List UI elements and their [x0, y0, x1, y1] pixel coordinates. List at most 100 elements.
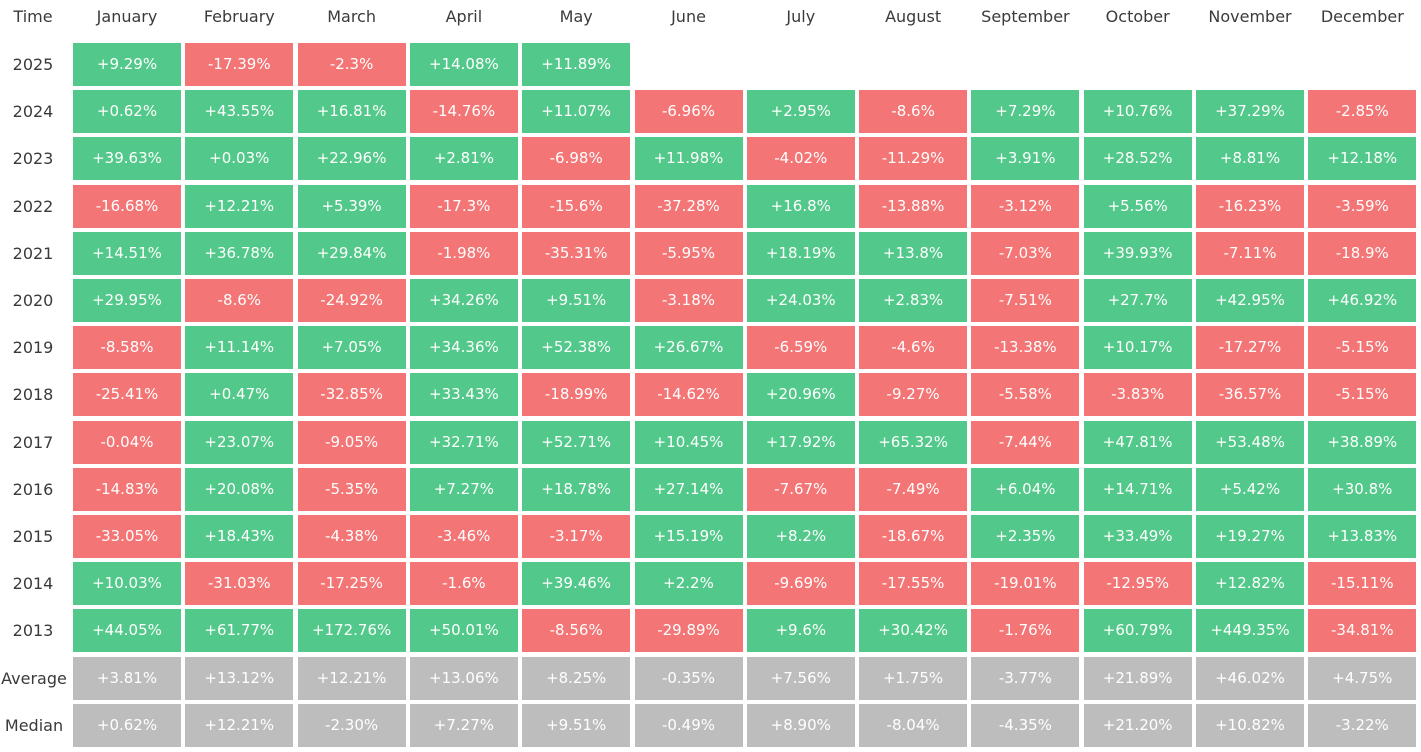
- year-label: 2023: [12, 149, 54, 169]
- return-cell: +52.38%: [522, 326, 631, 370]
- return-cell: +12.21%: [185, 184, 294, 228]
- return-cell: -9.05%: [297, 420, 406, 464]
- return-cell: +3.91%: [971, 137, 1080, 181]
- return-cell: -4.02%: [746, 137, 855, 181]
- return-cell: +33.43%: [409, 373, 518, 417]
- return-cell: +10.17%: [1083, 326, 1192, 370]
- return-cell: +22.96%: [297, 137, 406, 181]
- return-cell: +14.71%: [1083, 467, 1192, 511]
- return-cell: +26.67%: [634, 326, 743, 370]
- summary-cell: +0.62%: [73, 703, 181, 747]
- return-cell: -5.15%: [1308, 373, 1417, 417]
- month-header: September: [981, 7, 1070, 26]
- return-cell: -16.23%: [1196, 184, 1304, 228]
- return-cell: -1.98%: [409, 231, 518, 275]
- return-cell: +37.29%: [1196, 90, 1304, 134]
- return-cell: -4.6%: [859, 326, 968, 370]
- return-cell: +10.45%: [634, 420, 743, 464]
- month-header: August: [885, 7, 942, 26]
- month-header: February: [203, 7, 275, 26]
- month-header: January: [96, 7, 158, 26]
- return-cell: -17.27%: [1196, 326, 1304, 370]
- return-cell: -7.11%: [1196, 231, 1304, 275]
- return-cell: -36.57%: [1196, 373, 1304, 417]
- return-cell: +29.95%: [73, 279, 181, 322]
- return-cell: -31.03%: [185, 562, 294, 606]
- return-cell: +11.07%: [522, 90, 631, 134]
- return-cell: +7.05%: [297, 326, 406, 370]
- return-cell: -0.04%: [73, 420, 181, 464]
- return-cell: -15.11%: [1308, 562, 1417, 606]
- return-cell: +36.78%: [185, 231, 294, 275]
- return-cell: -2.85%: [1308, 90, 1417, 134]
- return-cell: +13.8%: [859, 231, 968, 275]
- return-cell: -3.18%: [634, 279, 743, 322]
- return-cell: +172.76%: [297, 609, 406, 653]
- summary-cell: +9.51%: [522, 703, 631, 747]
- return-cell: +65.32%: [859, 420, 968, 464]
- return-cell: +47.81%: [1083, 420, 1192, 464]
- return-cell: -13.38%: [971, 326, 1080, 370]
- return-cell: +9.29%: [73, 43, 181, 86]
- return-cell: -7.67%: [746, 467, 855, 511]
- return-cell: +8.81%: [1196, 137, 1304, 181]
- return-cell: -2.3%: [297, 43, 406, 86]
- return-cell: -15.6%: [522, 184, 631, 228]
- return-cell: +8.2%: [746, 515, 855, 558]
- return-cell: -5.58%: [971, 373, 1080, 417]
- summary-row-label: Median: [4, 715, 64, 735]
- return-cell: -24.92%: [297, 279, 406, 322]
- month-header: November: [1208, 7, 1292, 26]
- summary-cell: -3.22%: [1308, 703, 1417, 747]
- return-cell: +50.01%: [409, 609, 518, 653]
- return-cell: -5.15%: [1308, 326, 1417, 370]
- summary-cell: +13.12%: [185, 656, 294, 700]
- return-cell: +29.84%: [297, 231, 406, 275]
- return-cell: -17.55%: [859, 562, 968, 606]
- return-cell: +11.89%: [522, 43, 631, 86]
- return-cell: +60.79%: [1083, 609, 1192, 653]
- summary-cell: +12.21%: [185, 703, 294, 747]
- return-cell: +52.71%: [522, 420, 631, 464]
- return-cell: -14.83%: [73, 467, 181, 511]
- summary-cell: +8.25%: [522, 656, 631, 700]
- return-cell: +39.93%: [1083, 231, 1192, 275]
- summary-cell: -0.35%: [634, 656, 743, 700]
- return-cell: -35.31%: [522, 231, 631, 275]
- return-cell: +46.92%: [1308, 279, 1417, 322]
- return-cell: +27.7%: [1083, 279, 1192, 322]
- return-cell: -8.58%: [73, 326, 181, 370]
- return-cell: +2.35%: [971, 515, 1080, 558]
- return-cell: -8.6%: [859, 90, 968, 134]
- return-cell: -19.01%: [971, 562, 1080, 606]
- return-cell: +32.71%: [409, 420, 518, 464]
- return-cell: -12.95%: [1083, 562, 1192, 606]
- return-cell: +0.47%: [185, 373, 294, 417]
- return-cell: +2.81%: [409, 137, 518, 181]
- summary-cell: +3.81%: [73, 656, 181, 700]
- return-cell: +39.63%: [73, 137, 181, 181]
- year-label: 2015: [12, 527, 54, 546]
- return-cell: -14.62%: [634, 373, 743, 417]
- summary-cell: +21.20%: [1083, 703, 1192, 747]
- return-cell: +5.56%: [1083, 184, 1192, 228]
- return-cell: +10.76%: [1083, 90, 1192, 134]
- return-cell: -3.17%: [522, 515, 631, 558]
- return-cell: -32.85%: [297, 373, 406, 417]
- return-cell: +11.98%: [634, 137, 743, 181]
- return-cell: -3.12%: [971, 184, 1080, 228]
- return-cell: +10.03%: [73, 562, 181, 606]
- return-cell: +18.19%: [746, 231, 855, 275]
- return-cell: +30.42%: [859, 609, 968, 653]
- return-cell: +39.46%: [522, 562, 631, 606]
- return-cell: +16.8%: [746, 184, 855, 228]
- return-cell: -16.68%: [73, 184, 181, 228]
- return-cell: +34.36%: [409, 326, 518, 370]
- return-cell: -6.98%: [522, 137, 631, 181]
- return-cell: -8.6%: [185, 279, 294, 322]
- return-cell: +15.19%: [634, 515, 743, 558]
- return-cell: -7.49%: [859, 467, 968, 511]
- return-cell: +53.48%: [1196, 420, 1304, 464]
- return-cell: +14.08%: [409, 43, 518, 86]
- return-cell: +5.42%: [1196, 467, 1304, 511]
